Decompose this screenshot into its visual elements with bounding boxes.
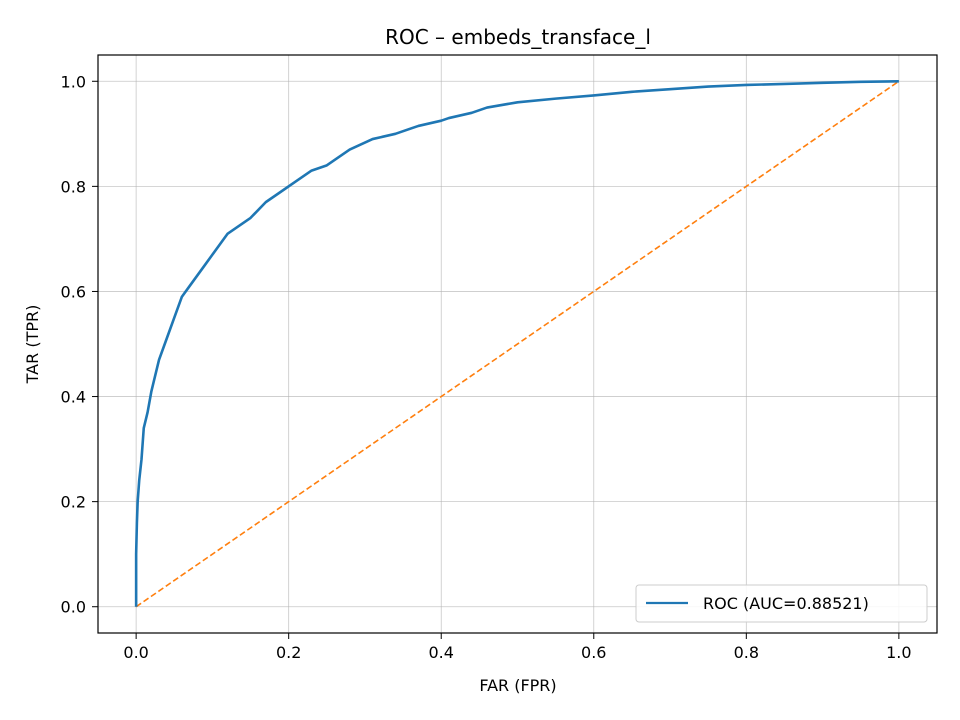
x-tick-label: 0.2 [276, 643, 301, 662]
y-tick-label: 0.2 [61, 493, 86, 512]
x-tick-label: 0.0 [123, 643, 148, 662]
legend: ROC (AUC=0.88521) [635, 584, 928, 623]
roc-curve-line [134, 79, 899, 607]
x-axis-label: FAR (FPR) [479, 676, 556, 695]
y-axis-ticks: 0.0 0.2 0.4 0.6 0.8 1.0 [61, 72, 98, 617]
x-tick-label: 1.0 [886, 643, 911, 662]
plot-frame [97, 54, 938, 634]
x-axis-ticks: 0.0 0.2 0.4 0.6 0.8 1.0 [123, 633, 912, 662]
y-axis-label: TAR (TPR) [23, 305, 42, 385]
grid [98, 55, 937, 633]
y-tick-label: 0.6 [61, 282, 86, 301]
x-tick-label: 0.8 [734, 643, 759, 662]
plot-series [134, 79, 900, 608]
chance-diagonal-line [135, 80, 900, 608]
chart-title: ROC – embeds_transface_l [385, 25, 651, 49]
x-tick-label: 0.4 [429, 643, 454, 662]
legend-box [635, 584, 928, 623]
y-tick-label: 0.8 [61, 177, 86, 196]
x-tick-label: 0.6 [581, 643, 606, 662]
legend-label-roc: ROC (AUC=0.88521) [703, 594, 869, 613]
y-tick-label: 1.0 [61, 72, 86, 91]
y-tick-label: 0.4 [61, 388, 86, 407]
y-tick-label: 0.0 [61, 598, 86, 617]
